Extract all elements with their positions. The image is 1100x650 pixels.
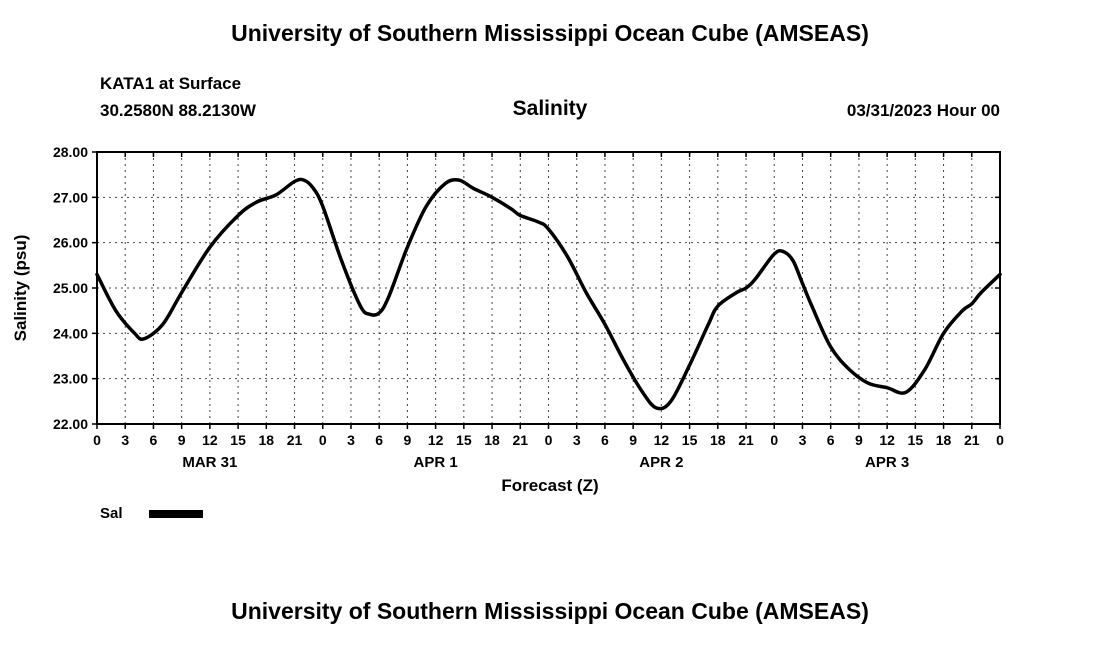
xaxis-title: Forecast (Z) bbox=[501, 476, 599, 495]
x-tick-label: 3 bbox=[121, 432, 129, 448]
legend-label: Sal bbox=[100, 505, 123, 522]
x-tick-label: 18 bbox=[259, 432, 275, 448]
x-tick-label: 21 bbox=[287, 432, 303, 448]
legend: Sal bbox=[100, 505, 203, 522]
station-coordinates: 30.2580N 88.2130W bbox=[100, 101, 256, 120]
x-tick-label: 15 bbox=[456, 432, 472, 448]
forecast-datetime: 03/31/2023 Hour 00 bbox=[846, 101, 1000, 120]
x-tick-label: 18 bbox=[710, 432, 726, 448]
x-tick-label: 21 bbox=[964, 432, 980, 448]
x-tick-label: 0 bbox=[545, 432, 553, 448]
x-tick-label: 15 bbox=[230, 432, 246, 448]
plot-title: Salinity bbox=[512, 97, 588, 120]
series-line-sal bbox=[95, 177, 1002, 411]
station-label: KATA1 at Surface bbox=[100, 74, 242, 93]
y-tick-label: 25.00 bbox=[53, 280, 88, 296]
y-tick-label: 28.00 bbox=[53, 144, 88, 160]
x-tick-label: 6 bbox=[601, 432, 609, 448]
x-tick-label: 18 bbox=[484, 432, 500, 448]
y-tick-label: 26.00 bbox=[53, 235, 88, 251]
x-tick-label: 9 bbox=[855, 432, 863, 448]
y-tick-label: 22.00 bbox=[53, 416, 88, 432]
x-tick-label: 12 bbox=[428, 432, 444, 448]
x-tick-label: 12 bbox=[879, 432, 895, 448]
x-tick-label: 6 bbox=[150, 432, 158, 448]
x-tick-label: 3 bbox=[573, 432, 581, 448]
date-label: MAR 31 bbox=[182, 454, 237, 471]
date-label: APR 1 bbox=[414, 454, 458, 471]
x-tick-label: 9 bbox=[404, 432, 412, 448]
x-tick-label: 0 bbox=[996, 432, 1004, 448]
x-tick-label: 0 bbox=[93, 432, 101, 448]
x-tick-label: 12 bbox=[654, 432, 670, 448]
x-tick-label: 9 bbox=[629, 432, 637, 448]
x-tick-label: 12 bbox=[202, 432, 218, 448]
yaxis-title: Salinity (psu) bbox=[11, 235, 30, 342]
x-tick-label: 21 bbox=[512, 432, 528, 448]
x-tick-label: 21 bbox=[738, 432, 754, 448]
page-title: University of Southern Mississippi Ocean… bbox=[231, 20, 869, 46]
y-tick-label: 23.00 bbox=[53, 371, 88, 387]
x-tick-label: 15 bbox=[908, 432, 924, 448]
salinity-chart: Salinity (psu) 22.00 23.00 24.00 25.00 26.00… bbox=[11, 144, 1004, 471]
x-tick-label: 3 bbox=[347, 432, 355, 448]
x-tick-label: 3 bbox=[799, 432, 807, 448]
legend-line-swatch bbox=[148, 509, 203, 518]
date-label: APR 2 bbox=[639, 454, 683, 471]
next-page-title: University of Southern Mississippi Ocean… bbox=[231, 598, 869, 624]
x-tick-label: 0 bbox=[319, 432, 327, 448]
date-label: APR 3 bbox=[865, 454, 909, 471]
x-tick-label: 15 bbox=[682, 432, 698, 448]
x-tick-label: 6 bbox=[375, 432, 383, 448]
y-tick-label: 27.00 bbox=[53, 189, 88, 205]
x-tick-label: 6 bbox=[827, 432, 835, 448]
x-tick-label: 18 bbox=[936, 432, 952, 448]
x-tick-label: 0 bbox=[770, 432, 778, 448]
x-tick-label: 9 bbox=[178, 432, 186, 448]
y-tick-label: 24.00 bbox=[53, 325, 88, 341]
